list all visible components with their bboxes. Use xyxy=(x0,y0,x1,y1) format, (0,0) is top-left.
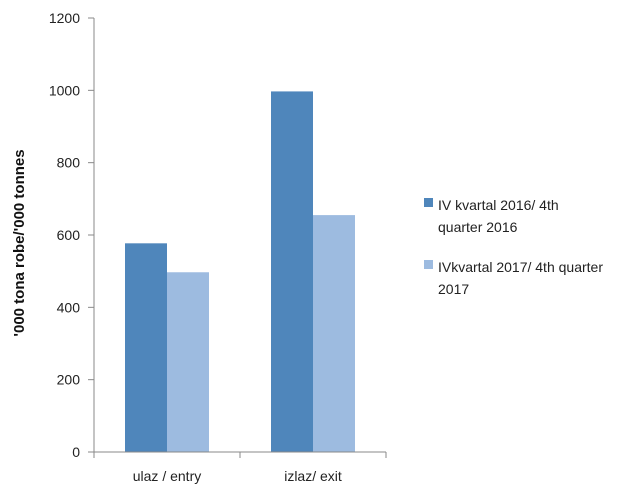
legend-label-2: 2017 xyxy=(438,281,469,297)
bar-1-1 xyxy=(125,243,167,452)
x-ticks-group: ulaz / entry izlaz/ exit xyxy=(93,452,387,484)
y-tick-label: 600 xyxy=(57,227,81,243)
y-axis-title: '000 tona robe/'000 tonnes xyxy=(11,149,28,336)
legend-label-1: quarter 2016 xyxy=(438,219,518,235)
y-tick-label: 1000 xyxy=(49,82,80,98)
legend-label-2: IVkvartal 2017/ 4th quarter xyxy=(438,259,603,275)
legend-swatch-1 xyxy=(424,198,433,207)
y-tick-label: 1200 xyxy=(49,10,80,26)
y-tick-label: 0 xyxy=(72,444,80,460)
bars-group xyxy=(125,91,355,452)
bar-2-2 xyxy=(313,215,355,452)
y-ticks-group: 0 200 400 600 800 1000 1200 xyxy=(49,10,94,460)
x-category-label: ulaz / entry xyxy=(133,468,201,484)
legend: IV kvartal 2016/ 4th quarter 2016 IVkvarta… xyxy=(424,197,603,297)
y-tick-label: 200 xyxy=(57,372,81,388)
bar-2-1 xyxy=(167,272,209,452)
legend-swatch-2 xyxy=(424,260,433,269)
y-tick-label: 400 xyxy=(57,299,81,315)
legend-label-1: IV kvartal 2016/ 4th xyxy=(438,197,559,213)
x-category-label: izlaz/ exit xyxy=(284,468,342,484)
y-tick-label: 800 xyxy=(57,155,81,171)
bar-1-2 xyxy=(271,91,313,452)
